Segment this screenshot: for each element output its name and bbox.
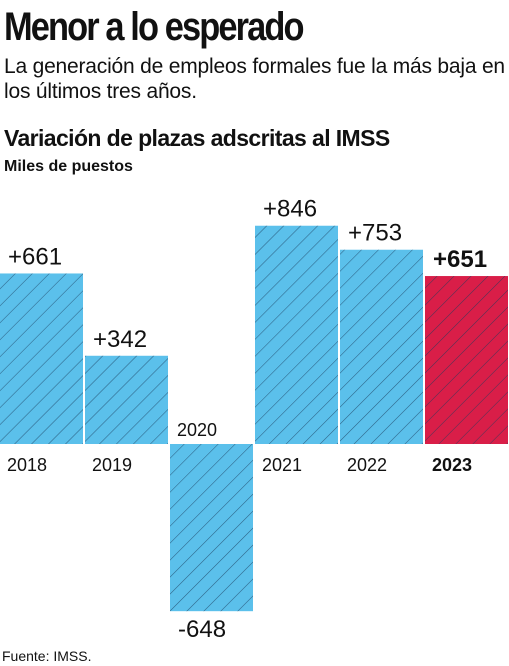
chart-subtitle: La generación de empleos formales fue la… — [4, 55, 505, 103]
category-label-2023: 2023 — [432, 455, 472, 475]
y-axis-unit-label: Miles de puestos — [4, 158, 133, 175]
bar-2023 — [425, 276, 508, 444]
category-label-2022: 2022 — [347, 455, 387, 475]
bar-2019 — [85, 355, 168, 444]
chart-heading: Variación de plazas adscritas al IMSS — [4, 125, 390, 151]
bar-hatch — [255, 225, 338, 444]
value-label-2020: -648 — [178, 616, 226, 643]
bar-2018 — [0, 273, 83, 444]
value-label-2022: +753 — [348, 220, 402, 247]
value-label-2021: +846 — [263, 196, 317, 223]
category-label-2020: 2020 — [177, 420, 217, 440]
bar-hatch — [0, 273, 83, 444]
source-note: Fuente: IMSS. — [2, 648, 92, 664]
category-label-2019: 2019 — [92, 455, 132, 475]
category-label-2021: 2021 — [262, 455, 302, 475]
bar-2020 — [170, 444, 253, 612]
bar-hatch — [170, 444, 253, 612]
bar-hatch — [85, 355, 168, 444]
category-label-2018: 2018 — [7, 455, 47, 475]
chart-title-main: Menor a lo esperado — [4, 5, 304, 49]
value-label-2019: +342 — [93, 326, 147, 353]
bar-hatch — [425, 276, 508, 444]
bar-2021 — [255, 225, 338, 444]
bar-2022 — [340, 249, 423, 444]
value-label-2023: +651 — [433, 246, 487, 273]
value-label-2018: +661 — [8, 243, 62, 270]
bar-hatch — [340, 249, 423, 444]
